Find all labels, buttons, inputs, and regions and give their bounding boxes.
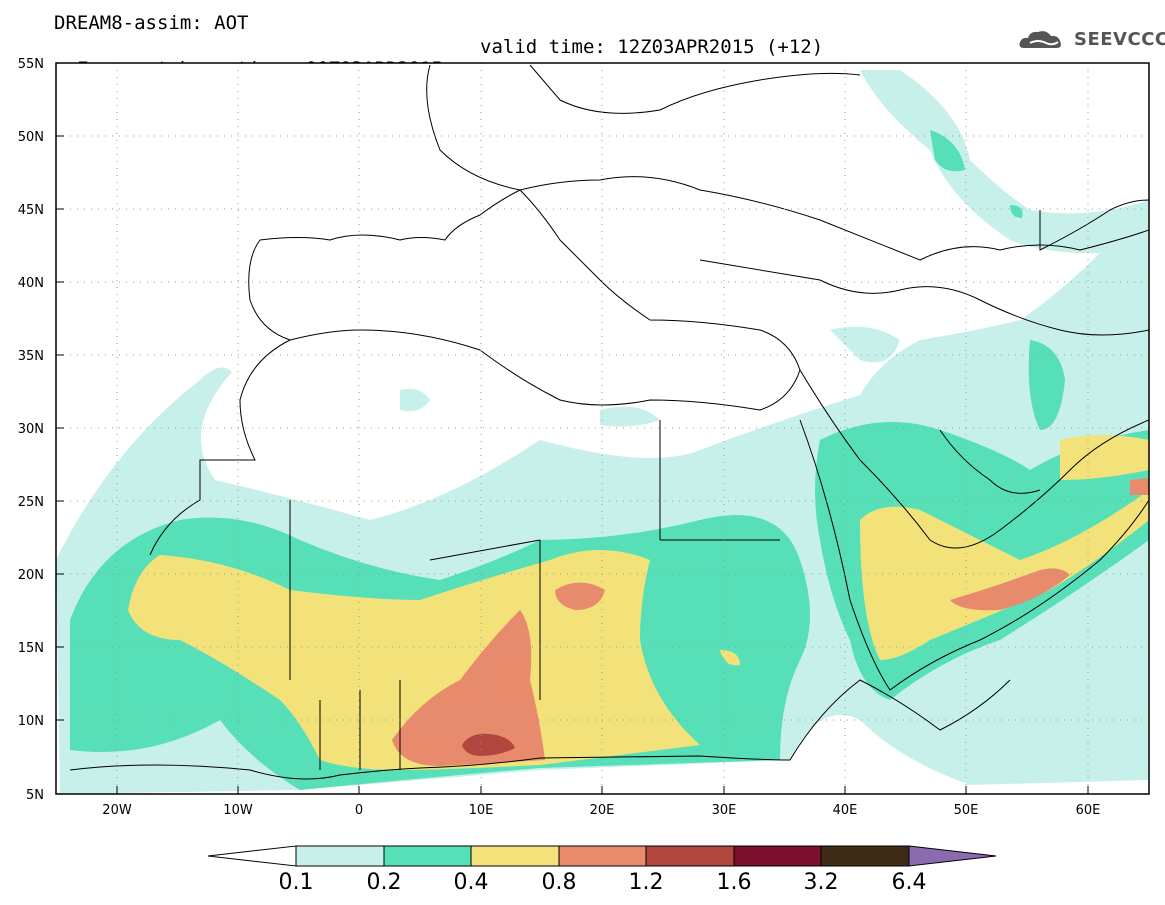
valid-time: valid time: 12Z03APR2015 (+12) <box>480 36 824 58</box>
lat-label: 55N <box>18 57 44 72</box>
lon-label: 10W <box>223 803 253 818</box>
lon-label: 40E <box>833 803 858 818</box>
logo-text: SEEVCCC <box>1074 29 1165 50</box>
lon-label: 10E <box>469 803 494 818</box>
aot-band-0.4 <box>128 435 1149 770</box>
coastlines <box>69 64 1149 780</box>
colorbar-label: 0.2 <box>366 870 402 895</box>
lon-label: 0 <box>355 803 363 818</box>
latitude-labels: 55N 50N 45N 40N 35N 30N 25N 20N 15N 10N … <box>18 57 44 803</box>
lat-label: 35N <box>18 349 44 364</box>
lat-label: 20N <box>18 568 44 583</box>
lat-label: 40N <box>18 276 44 291</box>
lon-label: 60E <box>1076 803 1101 818</box>
lat-label: 15N <box>18 641 44 656</box>
lat-label: 10N <box>18 714 44 729</box>
map-title: DREAM8-assim: AOT <box>54 12 249 34</box>
lat-label: 50N <box>18 130 44 145</box>
colorbar-label: 6.4 <box>891 870 927 895</box>
lon-label: 30E <box>712 803 737 818</box>
graticule <box>56 63 1149 794</box>
lat-label: 5N <box>26 788 44 803</box>
aot-band-0.8 <box>392 478 1149 766</box>
colorbar-label: 0.4 <box>453 870 489 895</box>
colorbar-label: 1.6 <box>716 870 752 895</box>
lon-label: 20W <box>102 803 132 818</box>
colorbar-label: 0.8 <box>541 870 577 895</box>
aot-band-1.2 <box>462 733 515 756</box>
axis-ticks <box>56 62 1089 794</box>
colorbar-label: 0.1 <box>278 870 314 895</box>
lat-label: 25N <box>18 495 44 510</box>
lon-label: 20E <box>590 803 615 818</box>
cloud-logo-icon <box>1019 31 1061 48</box>
lon-label: 50E <box>954 803 979 818</box>
longitude-labels: 20W 10W 0 10E 20E 30E 40E 50E 60E <box>102 803 1100 818</box>
colorbar-label: 1.2 <box>628 870 664 895</box>
lat-label: 30N <box>18 422 44 437</box>
colorbar-label: 3.2 <box>803 870 839 895</box>
lat-label: 45N <box>18 203 44 218</box>
